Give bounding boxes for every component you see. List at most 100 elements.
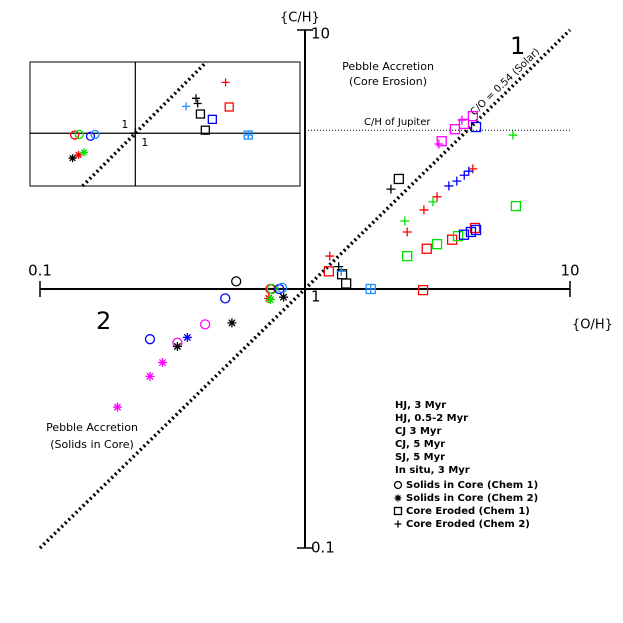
point-plus	[366, 284, 376, 294]
point-plus	[434, 139, 444, 149]
point-square	[224, 102, 234, 112]
point-plus	[221, 78, 230, 87]
point-asterisk	[172, 341, 182, 351]
point-square	[470, 121, 482, 133]
y-tick-label: 0.1	[311, 539, 335, 557]
point-plus	[508, 130, 518, 140]
point-plus	[336, 266, 346, 276]
point-asterisk	[112, 402, 122, 412]
point-square	[393, 173, 404, 185]
point-plus	[402, 227, 412, 237]
point-asterisk	[74, 150, 83, 159]
x-tick-label: 10	[560, 262, 579, 280]
x-tick-label: 1	[141, 136, 148, 149]
point-square	[431, 238, 443, 250]
point-circle	[231, 276, 242, 287]
point-square	[510, 200, 522, 212]
point-plus	[386, 184, 396, 194]
point-square	[195, 109, 206, 119]
legend-marker	[394, 494, 402, 502]
point-plus	[182, 102, 191, 111]
point-square	[417, 284, 429, 296]
point-plus	[400, 216, 410, 226]
point-circle	[277, 282, 288, 294]
point-plus	[444, 181, 454, 191]
point-circle	[220, 293, 231, 304]
legend-entry: CJ 3 Myr	[395, 426, 441, 437]
point-circle	[74, 129, 84, 140]
point-plus	[468, 164, 478, 174]
quadrant-label: 2	[96, 307, 111, 335]
point-square	[470, 224, 482, 236]
point-square	[323, 266, 334, 277]
legend-entry: HJ, 0.5-2 Myr	[395, 413, 468, 424]
point-square	[458, 118, 470, 130]
annotation: Pebble Accretion	[342, 60, 434, 73]
point-square	[402, 250, 413, 262]
point-square	[467, 110, 479, 122]
legend-marker	[393, 480, 403, 490]
y-tick-label: 1	[121, 118, 128, 131]
legend-entry: Core Eroded (Chem 1)	[406, 506, 530, 517]
legend-marker	[393, 506, 403, 516]
point-asterisk	[68, 154, 77, 163]
point-plus	[457, 115, 467, 125]
point-asterisk	[79, 148, 88, 157]
point-plus	[244, 131, 253, 140]
legend-entry: Solids in Core (Chem 2)	[406, 493, 538, 504]
point-plus	[428, 197, 438, 207]
annotation: (Core Erosion)	[349, 75, 427, 88]
x-axis-label: {O/H}	[572, 318, 613, 333]
annotation: Pebble Accretion	[46, 421, 138, 434]
legend-entry: Core Eroded (Chem 2)	[406, 519, 530, 530]
legend-entry: HJ, 3 Myr	[395, 400, 446, 411]
point-circle	[200, 319, 211, 330]
point-square	[449, 124, 461, 135]
point-square	[200, 125, 210, 135]
point-square	[458, 229, 470, 240]
point-asterisk	[145, 371, 155, 381]
point-plus	[325, 251, 335, 261]
point-asterisk	[279, 292, 289, 302]
point-square	[421, 243, 432, 254]
point-circle	[90, 129, 100, 140]
diagonal-label: C/O = 0.54 (Solar)	[469, 46, 543, 118]
y-axis-label: {C/H}	[280, 11, 320, 26]
legend-marker	[394, 520, 402, 528]
point-square	[207, 114, 217, 125]
legend-entry: In situ, 3 Myr	[395, 465, 470, 476]
diagonal-line	[38, 28, 572, 550]
annotation: (Solids in Core)	[50, 438, 134, 451]
point-plus	[192, 94, 201, 103]
y-tick-label: 10	[311, 25, 330, 43]
point-circle	[69, 130, 80, 140]
legend-entry: SJ, 5 Myr	[395, 452, 445, 463]
point-plus	[432, 192, 442, 202]
quadrant-label: 1	[510, 32, 525, 60]
jupiter-label: C/H of Jupiter	[364, 117, 431, 128]
point-asterisk	[227, 318, 237, 328]
point-asterisk	[265, 295, 275, 305]
x-tick-label: 0.1	[28, 262, 52, 280]
point-square	[341, 278, 352, 289]
point-plus	[452, 176, 462, 186]
point-circle	[144, 334, 156, 345]
point-square	[452, 230, 464, 242]
legend-entry: CJ, 5 Myr	[395, 439, 445, 450]
inset-frame	[29, 61, 301, 187]
point-asterisk	[158, 358, 168, 368]
point-circle	[266, 283, 278, 295]
point-plus	[334, 262, 344, 272]
point-plus	[459, 170, 469, 180]
point-plus	[464, 166, 474, 176]
point-circle	[85, 131, 96, 141]
point-plus	[193, 99, 202, 108]
legend-entry: Solids in Core (Chem 1)	[406, 480, 538, 491]
point-asterisk	[182, 332, 192, 342]
diagonal-line	[81, 60, 208, 188]
x-tick-label: 1	[311, 288, 321, 306]
point-square	[436, 136, 447, 147]
point-plus	[419, 205, 429, 215]
